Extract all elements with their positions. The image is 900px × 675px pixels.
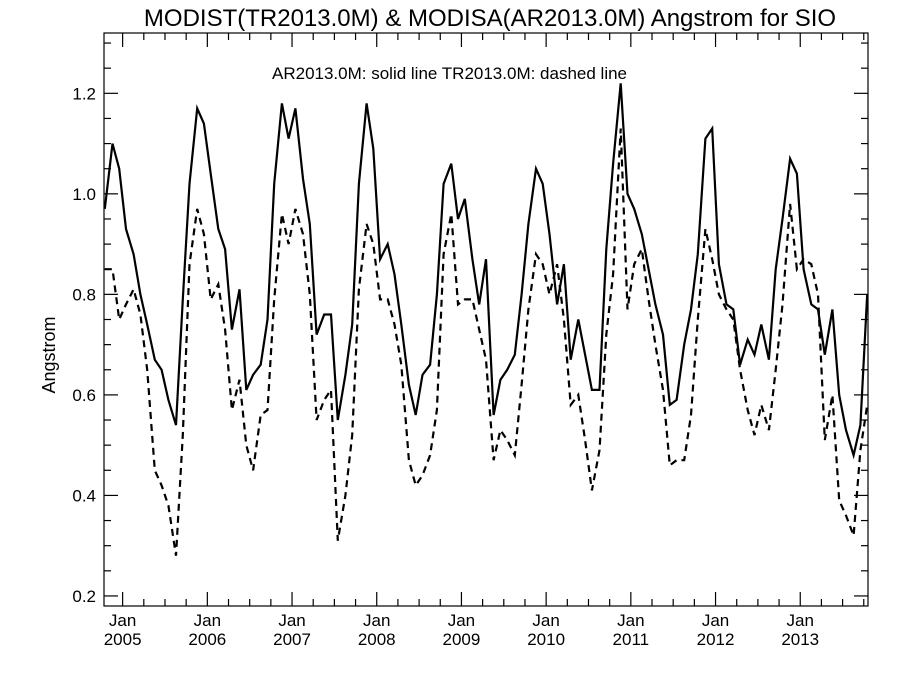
chart-title: MODIST(TR2013.0M) & MODISA(AR2013.0M) An…	[144, 5, 836, 32]
x-tick-year: 2005	[104, 630, 142, 649]
legend-text: AR2013.0M: solid line TR2013.0M: dashed …	[272, 64, 627, 83]
x-tick-year: 2010	[527, 630, 565, 649]
x-tick-month: Jan	[617, 611, 644, 630]
x-tick-month: Jan	[702, 611, 729, 630]
y-tick-label: 0.2	[72, 587, 96, 606]
y-tick-label: 0.6	[72, 386, 96, 405]
x-tick-month: Jan	[363, 611, 390, 630]
x-tick-month: Jan	[787, 611, 814, 630]
x-tick-year: 2006	[188, 630, 226, 649]
plot-frame	[103, 32, 869, 607]
x-tick-year: 2011	[613, 630, 650, 649]
series-line-ar2013-0m	[103, 83, 869, 460]
x-tick-month: Jan	[109, 611, 136, 630]
x-tick-month: Jan	[532, 611, 559, 630]
x-tick-month: Jan	[278, 611, 305, 630]
y-axis-label: Angstrom	[39, 316, 59, 393]
x-tick-year: 2012	[697, 630, 735, 649]
y-tick-label: 1.2	[72, 84, 96, 103]
axis-ticks: 0.20.40.60.81.01.2Jan2005Jan2006Jan2007J…	[72, 33, 868, 649]
x-tick-year: 2013	[781, 630, 819, 649]
x-tick-month: Jan	[194, 611, 221, 630]
y-tick-label: 0.4	[72, 486, 96, 505]
y-tick-label: 0.8	[72, 285, 96, 304]
series-layer	[103, 83, 869, 556]
series-line-tr2013-0m	[104, 128, 869, 556]
x-tick-year: 2007	[273, 630, 311, 649]
x-tick-year: 2008	[358, 630, 396, 649]
y-tick-label: 1.0	[72, 185, 96, 204]
x-tick-month: Jan	[448, 611, 475, 630]
x-tick-year: 2009	[443, 630, 481, 649]
